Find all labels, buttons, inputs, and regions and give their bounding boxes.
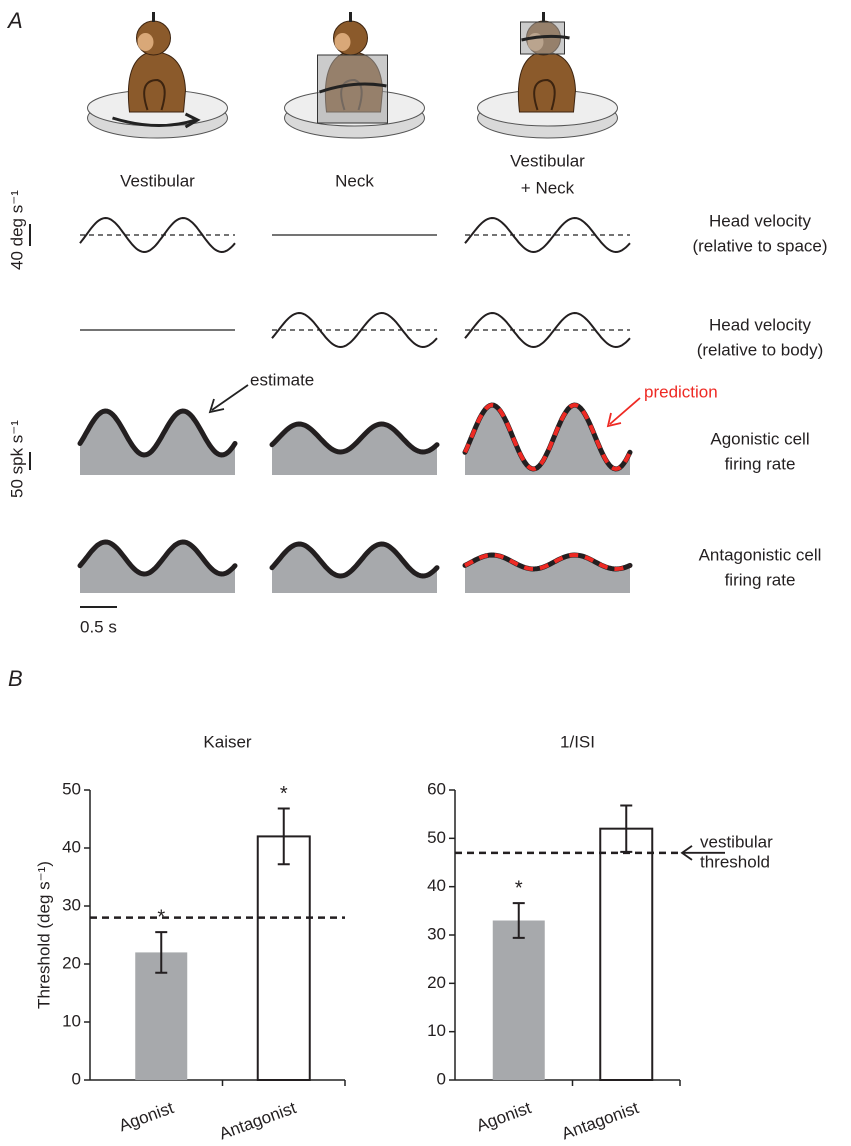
y-tick-label: 20: [62, 953, 81, 972]
error-bar: [512, 902, 525, 939]
rotation-arrow: [521, 34, 570, 42]
y-tick-label: 50: [427, 828, 446, 847]
annotation: prediction: [644, 382, 718, 401]
y-tick-label: 20: [427, 973, 446, 992]
row-label: Antagonistic cell: [699, 545, 822, 564]
bar: [599, 827, 654, 1082]
chart-title: Kaiser: [203, 732, 252, 751]
row-label: Head velocity: [709, 315, 812, 334]
scale-label: 50 spk s⁻¹: [7, 420, 26, 498]
scale-label: 40 deg s⁻¹: [7, 190, 26, 270]
significance-star: *: [515, 877, 523, 899]
row-label: Head velocity: [709, 211, 812, 230]
velocity-trace: [271, 311, 438, 349]
arrow-head: [184, 112, 201, 129]
y-tick-label: 40: [62, 837, 81, 856]
row-label: (relative to space): [692, 236, 827, 255]
arrow-head: [208, 398, 225, 414]
y-tick-label: 30: [427, 924, 446, 943]
velocity-trace: [79, 216, 236, 254]
reference-label: threshold: [700, 852, 770, 871]
reference-label: vestibular: [700, 832, 773, 851]
rotation-arrow: [112, 116, 196, 127]
scale-label: 0.5 s: [80, 617, 117, 636]
row-label: Agonistic cell: [710, 429, 809, 448]
chart-title: 1/ISI: [560, 732, 595, 751]
condition-label: Neck: [335, 171, 374, 190]
firing-rate-area: [465, 402, 630, 475]
y-tick-label: 10: [62, 1011, 81, 1030]
monkey-tail: [533, 78, 556, 111]
y-tick-label: 60: [427, 779, 446, 798]
condition-label: + Neck: [521, 178, 575, 197]
y-tick-label: 0: [437, 1069, 446, 1088]
row-label: firing rate: [725, 570, 796, 589]
monkey-body: [517, 51, 577, 113]
arrow-head: [606, 412, 622, 428]
firing-rate-area: [465, 552, 630, 593]
bar: [256, 835, 311, 1082]
y-tick-label: 50: [62, 779, 81, 798]
y-axis-label: Threshold (deg s⁻¹): [34, 861, 53, 1009]
error-bar: [277, 807, 290, 866]
rotation-arrow: [319, 82, 387, 94]
x-tick-label: Agonist: [474, 1098, 534, 1135]
x-tick-label: Antagonist: [559, 1098, 641, 1143]
significance-star: *: [280, 783, 288, 805]
prediction-trace: [463, 402, 632, 472]
panel-label: A: [6, 8, 23, 33]
x-tick-label: Agonist: [116, 1098, 176, 1135]
condition-label: Vestibular: [120, 171, 195, 190]
y-tick-label: 40: [427, 876, 446, 895]
y-tick-label: 10: [427, 1021, 446, 1040]
row-label: firing rate: [725, 454, 796, 473]
significance-star: *: [157, 906, 165, 928]
reference-arrow: [680, 845, 725, 861]
monkey-body: [127, 51, 187, 113]
estimate-trace: [269, 421, 440, 455]
bar: [492, 920, 545, 1080]
velocity-trace: [464, 216, 631, 254]
monkey-tail: [143, 78, 166, 111]
x-tick-label: Antagonist: [217, 1098, 299, 1143]
panel-label: B: [8, 666, 23, 691]
velocity-trace: [464, 311, 631, 349]
y-tick-label: 30: [62, 895, 81, 914]
prediction-trace: [464, 552, 631, 572]
annotation-arrow: [211, 384, 249, 411]
annotation: estimate: [250, 370, 314, 389]
y-tick-label: 0: [72, 1069, 81, 1088]
estimate-trace: [77, 539, 238, 577]
row-label: (relative to body): [697, 340, 824, 359]
monkey-face: [334, 33, 351, 51]
annotation-arrow: [609, 397, 641, 425]
estimate-trace: [77, 408, 238, 458]
error-bar: [155, 931, 168, 974]
condition-label: Vestibular: [510, 151, 585, 170]
estimate-trace: [269, 541, 440, 579]
monkey-face: [137, 33, 154, 51]
